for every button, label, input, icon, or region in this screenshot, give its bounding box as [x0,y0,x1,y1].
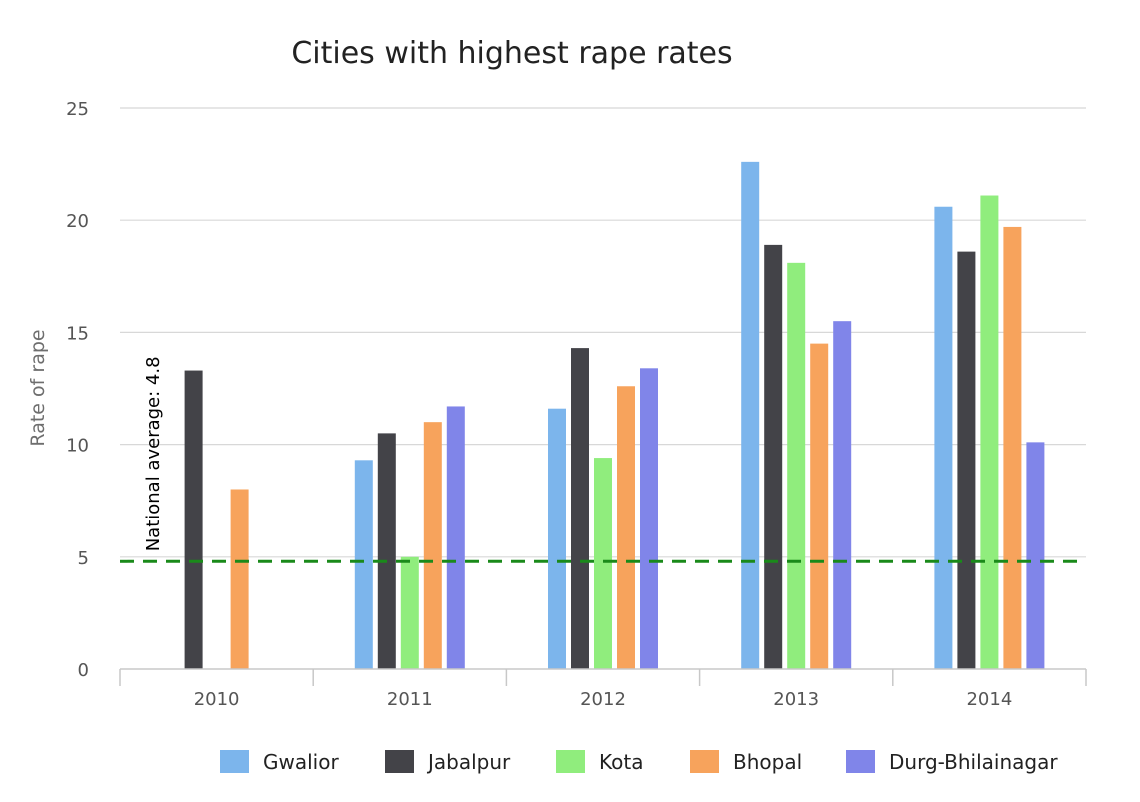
x-tick-label: 2012 [580,689,626,710]
bar-bhopal-2010 [230,489,249,669]
bar-kota-2011 [400,556,419,669]
bar-durg-bhilainagar-2012 [640,368,658,669]
legend-label-durg-bhilainagar: Durg-Bhilainagar [889,750,1058,774]
legend-swatch-kota [556,750,585,773]
x-tick-label: 2010 [194,689,240,710]
x-axis: 2010 2011 2012 2013 2014 [119,668,1087,710]
bar-kota-2012 [594,458,612,669]
bar-gwalior-2014 [934,206,953,669]
y-tick-label: 15 [66,323,89,344]
y-tick-label: 10 [66,436,89,457]
bar-durg-bhilainagar-2014 [1026,442,1045,669]
bar-durg-bhilainagar-2011 [446,406,465,669]
legend-swatch-durg-bhilainagar [846,750,875,773]
bars [184,161,1045,670]
legend-swatch-bhopal [690,750,719,773]
legend-swatch-gwalior [220,750,249,773]
bar-gwalior-2011 [354,460,373,669]
legend: Gwalior Jabalpur Kota Bhopal Durg-Bhilainaga… [220,750,1058,774]
y-tick-label: 5 [78,548,89,569]
x-tick-label: 2014 [966,689,1012,710]
grid [120,107,1086,558]
bar-jabalpur-2014 [957,251,976,669]
y-axis-title: Rate of rape [27,329,49,446]
bar-kota-2014 [980,195,999,670]
y-axis: 0 5 10 15 20 25 [66,99,89,681]
bar-jabalpur-2012 [571,348,589,669]
legend-label-kota: Kota [599,750,643,774]
bar-bhopal-2012 [617,386,635,669]
x-tick-label: 2013 [773,689,819,710]
national-average-line: National average: 4.8 [120,356,1086,563]
bar-jabalpur-2013 [764,244,783,669]
bar-jabalpur-2011 [377,433,396,669]
legend-label-jabalpur: Jabalpur [426,750,511,774]
bar-gwalior-2013 [741,161,760,669]
bar-bhopal-2013 [810,343,829,669]
y-tick-label: 20 [66,211,89,232]
y-tick-label: 25 [66,99,89,120]
bar-bhopal-2014 [1003,226,1022,669]
reference-line-label: National average: 4.8 [143,356,164,551]
y-tick-label: 0 [78,660,89,681]
bar-durg-bhilainagar-2013 [833,321,852,669]
bar-bhopal-2011 [423,422,442,669]
x-tick-label: 2011 [387,689,433,710]
legend-label-bhopal: Bhopal [733,750,802,774]
legend-swatch-jabalpur [385,750,414,773]
legend-label-gwalior: Gwalior [263,750,339,774]
chart-title: Cities with highest rape rates [291,36,732,71]
bar-gwalior-2012 [548,408,566,669]
bar-kota-2013 [787,262,806,669]
bar-jabalpur-2010 [184,370,203,669]
